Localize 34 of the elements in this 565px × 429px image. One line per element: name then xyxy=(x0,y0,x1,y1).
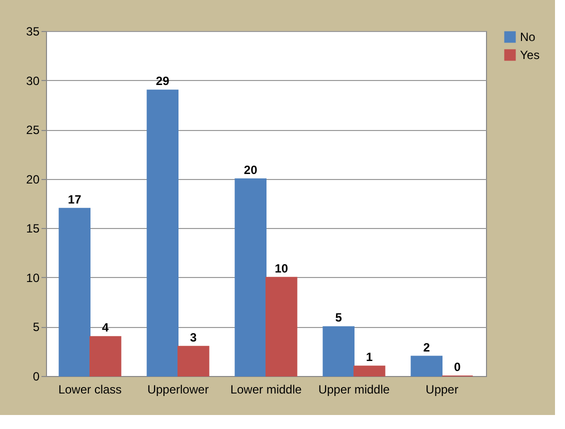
data-label: 1 xyxy=(366,350,374,364)
legend-label: No xyxy=(520,30,536,44)
y-tick-label: 25 xyxy=(26,123,40,138)
data-label: 4 xyxy=(102,320,110,335)
data-label: 2 xyxy=(423,340,430,354)
y-tick-label: 15 xyxy=(26,222,40,236)
x-tick-label: Lower middle xyxy=(230,382,302,396)
bar xyxy=(146,90,178,376)
data-label: 3 xyxy=(190,330,198,344)
x-tick-label: Upper xyxy=(426,382,458,396)
y-tick-label: 35 xyxy=(26,24,40,38)
data-label: 5 xyxy=(335,310,342,325)
data-label: 10 xyxy=(274,261,288,276)
bar xyxy=(410,356,442,376)
bar xyxy=(354,366,386,376)
data-label: 29 xyxy=(156,74,170,88)
data-label: 0 xyxy=(454,360,462,374)
x-tick-label: Upperlower xyxy=(147,382,209,396)
y-tick-label: 5 xyxy=(32,320,40,334)
bar xyxy=(234,178,266,376)
x-tick-label: Upper middle xyxy=(318,382,390,396)
data-label: 20 xyxy=(244,162,258,177)
x-tick-label: Lower class xyxy=(58,382,122,396)
bar xyxy=(58,208,90,376)
y-tick-label: 10 xyxy=(26,270,40,285)
bar xyxy=(90,336,122,376)
bar xyxy=(322,326,354,376)
data-label: 17 xyxy=(68,192,82,206)
bar xyxy=(178,346,210,376)
legend-label: Yes xyxy=(520,48,540,62)
y-tick-label: 30 xyxy=(26,74,40,88)
y-tick-label: 20 xyxy=(26,172,40,186)
bar xyxy=(266,276,298,376)
y-tick-label: 0 xyxy=(32,370,40,384)
